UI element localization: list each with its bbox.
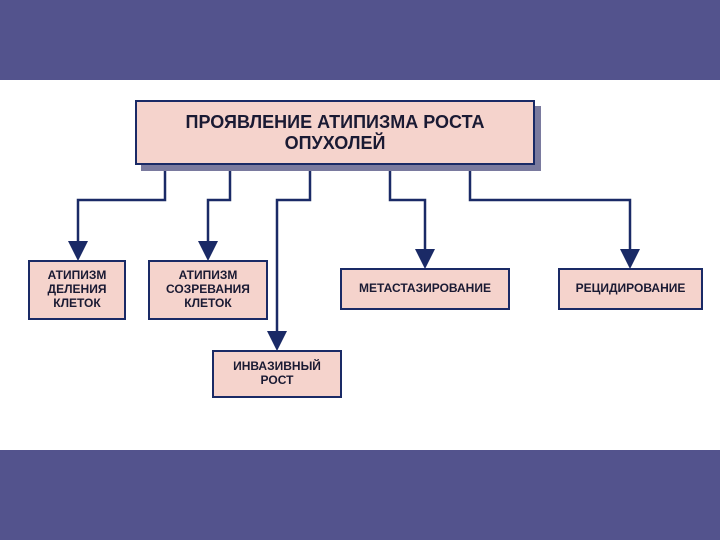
child-box-metastazirovanie: МЕТАСТАЗИРОВАНИЕ: [340, 268, 510, 310]
diagram-canvas: ПРОЯВЛЕНИЕ АТИПИЗМА РОСТА ОПУХОЛЕЙ АТИПИ…: [0, 0, 720, 540]
root-box: ПРОЯВЛЕНИЕ АТИПИЗМА РОСТА ОПУХОЛЕЙ: [135, 100, 535, 165]
child-label: АТИПИЗМ ДЕЛЕНИЯ КЛЕТОК: [34, 269, 120, 310]
child-label: МЕТАСТАЗИРОВАНИЕ: [359, 282, 491, 296]
child-box-atipizm-sozrevaniya: АТИПИЗМ СОЗРЕВАНИЯ КЛЕТОК: [148, 260, 268, 320]
child-label: РЕЦИДИРОВАНИЕ: [576, 282, 686, 296]
child-box-atipizm-deleniya: АТИПИЗМ ДЕЛЕНИЯ КЛЕТОК: [28, 260, 126, 320]
child-box-recidirovanie: РЕЦИДИРОВАНИЕ: [558, 268, 703, 310]
child-label: АТИПИЗМ СОЗРЕВАНИЯ КЛЕТОК: [154, 269, 262, 310]
child-label: ИНВАЗИВНЫЙ РОСТ: [218, 360, 336, 388]
root-label: ПРОЯВЛЕНИЕ АТИПИЗМА РОСТА ОПУХОЛЕЙ: [141, 112, 529, 153]
child-box-invazivnyy-rost: ИНВАЗИВНЫЙ РОСТ: [212, 350, 342, 398]
